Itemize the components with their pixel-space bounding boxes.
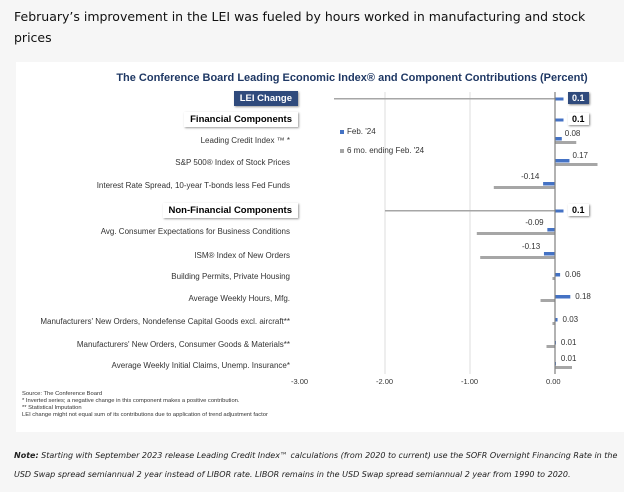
headline: February’s improvement in the LEI was fu…: [14, 9, 586, 45]
category-label: Manufacturers' New Orders, Consumer Good…: [76, 340, 290, 349]
section-header: LEI Change: [233, 91, 298, 106]
legend-label: Feb. '24: [347, 127, 376, 136]
footnote-inverted: * Inverted series; a negative change in …: [22, 398, 240, 404]
bar-6mo: [334, 98, 555, 100]
category-label: S&P 500® Index of Stock Prices: [175, 158, 290, 167]
note-text: Starting with September 2023 release Lea…: [14, 451, 618, 479]
bar-6mo: [555, 163, 598, 166]
value-label: 0.18: [575, 292, 591, 301]
category-label: Average Weekly Hours, Mfg.: [188, 294, 290, 303]
bar-6mo: [555, 366, 572, 369]
x-tick-label: -1.00: [461, 377, 479, 386]
category-label: ISM® Index of New Orders: [194, 251, 290, 260]
legend-swatch: [340, 130, 344, 134]
x-tick-label: -2.00: [376, 377, 394, 386]
bar-feb: [547, 228, 555, 232]
category-label: Building Permits, Private Housing: [171, 272, 290, 281]
footnote-source: Source: The Conference Board: [22, 391, 103, 397]
bar-feb: [555, 295, 571, 299]
value-label: 0.01: [560, 354, 577, 363]
value-label: 0.1: [568, 92, 589, 104]
bar-feb: [555, 318, 558, 322]
bar-feb: [555, 97, 564, 101]
value-label: 0.01: [560, 338, 577, 347]
bar-feb: [555, 209, 564, 213]
category-label: Avg. Consumer Expectations for Business …: [100, 227, 290, 236]
value-label: 0.17: [572, 151, 589, 160]
x-tick-label: -3.00: [291, 377, 309, 386]
category-label: Leading Credit Index ™ *: [200, 136, 290, 145]
bar-6mo: [385, 210, 555, 212]
bar-6mo: [552, 322, 555, 325]
bar-feb: [543, 182, 555, 186]
bar-feb: [555, 273, 561, 277]
value-label: 0.03: [562, 315, 579, 324]
chart-title: The Conference Board Leading Economic In…: [116, 72, 588, 84]
value-label: 0.06: [565, 270, 581, 279]
legend-swatch: [340, 149, 344, 153]
value-label: 0.1: [568, 113, 589, 125]
bar-feb: [555, 137, 562, 141]
bar-6mo: [476, 232, 555, 235]
bar-feb: [555, 118, 564, 122]
x-tick-label: 0.00: [546, 377, 561, 386]
bar-6mo: [555, 141, 577, 144]
footnote-imputation: ** Statistical Imputation: [22, 405, 82, 411]
legend-label: 6 mo. ending Feb. '24: [347, 146, 425, 155]
value-label: 0.1: [568, 204, 589, 216]
bar-6mo: [540, 299, 555, 302]
category-label: Average Weekly Initial Claims, Unemp. In…: [111, 361, 290, 370]
chart-panel: [16, 62, 624, 432]
category-label: Interest Rate Spread, 10-year T-bonds le…: [96, 181, 290, 190]
bar-6mo: [493, 186, 555, 189]
value-label: 0.08: [564, 129, 581, 138]
note-label: Note:: [14, 451, 39, 460]
value-label: -0.13: [521, 242, 541, 251]
value-label: -0.14: [521, 172, 540, 181]
note: Note: Starting with September 2023 relea…: [14, 446, 619, 484]
bar-6mo: [480, 256, 555, 259]
category-label: Manufacturers' New Orders, Nondefense Ca…: [40, 317, 290, 326]
section-header: Financial Components: [184, 112, 298, 127]
value-label: -0.09: [525, 218, 544, 227]
footnote-trend: LEI change might not equal sum of its co…: [22, 412, 268, 418]
bar-feb: [555, 159, 570, 163]
section-header: Non-Financial Components: [162, 203, 298, 218]
bar-6mo: [546, 345, 555, 348]
bar-feb: [543, 252, 555, 256]
bar-6mo: [552, 277, 555, 280]
